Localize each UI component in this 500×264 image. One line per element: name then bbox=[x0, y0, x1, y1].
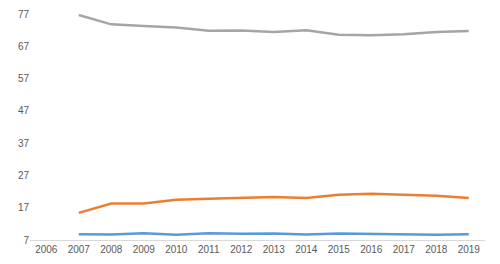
svg-text:2015: 2015 bbox=[328, 244, 351, 255]
svg-text:7: 7 bbox=[23, 235, 29, 246]
svg-text:2009: 2009 bbox=[133, 244, 156, 255]
svg-text:37: 37 bbox=[18, 138, 30, 149]
svg-text:27: 27 bbox=[18, 170, 30, 181]
svg-text:2014: 2014 bbox=[295, 244, 318, 255]
svg-text:2012: 2012 bbox=[230, 244, 253, 255]
svg-text:2013: 2013 bbox=[263, 244, 286, 255]
svg-text:2019: 2019 bbox=[458, 244, 481, 255]
svg-text:2016: 2016 bbox=[360, 244, 383, 255]
svg-text:2018: 2018 bbox=[425, 244, 448, 255]
svg-text:77: 77 bbox=[18, 9, 30, 20]
svg-text:2011: 2011 bbox=[198, 244, 220, 255]
svg-text:2007: 2007 bbox=[68, 244, 91, 255]
svg-text:2008: 2008 bbox=[100, 244, 123, 255]
svg-text:17: 17 bbox=[18, 202, 30, 213]
svg-text:67: 67 bbox=[18, 41, 30, 52]
svg-text:2017: 2017 bbox=[393, 244, 416, 255]
svg-text:2006: 2006 bbox=[35, 244, 58, 255]
svg-text:57: 57 bbox=[18, 73, 30, 84]
svg-text:2010: 2010 bbox=[165, 244, 188, 255]
svg-text:47: 47 bbox=[18, 105, 30, 116]
